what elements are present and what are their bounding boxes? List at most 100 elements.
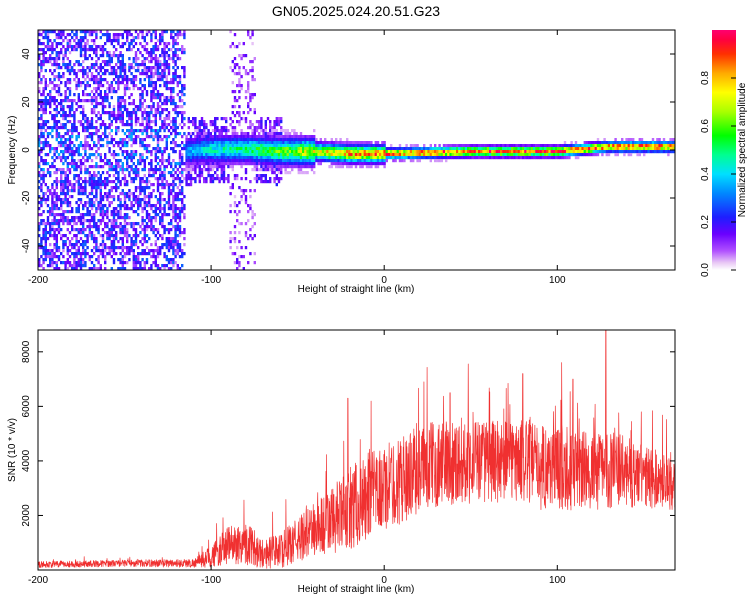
heatmap-cell: [119, 165, 122, 169]
heatmap-cell: [148, 105, 151, 109]
heatmap-cell: [71, 156, 74, 160]
heatmap-cell: [148, 66, 151, 70]
heatmap-cell: [178, 171, 182, 175]
heatmap-cell: [108, 192, 111, 196]
heatmap-cell: [88, 234, 91, 238]
heatmap-cell: [134, 231, 138, 235]
heatmap-cell: [121, 33, 124, 37]
heatmap-cell: [110, 213, 113, 217]
heatmap-cell: [106, 51, 109, 55]
heatmap-cell: [266, 150, 270, 154]
heatmap-cell: [592, 141, 595, 145]
heatmap-cell: [128, 246, 131, 250]
heatmap-cell: [214, 144, 217, 148]
heatmap-cell: [205, 156, 208, 160]
heatmap-cell: [266, 153, 270, 157]
heatmap-cell: [121, 237, 124, 241]
heatmap-cell: [132, 243, 135, 247]
heatmap-cell: [53, 189, 56, 193]
heatmap-cell: [238, 84, 241, 88]
heatmap-cell: [139, 30, 142, 34]
heatmap-cell: [40, 168, 43, 172]
heatmap-cell: [84, 114, 87, 118]
heatmap-cell: [141, 63, 144, 67]
heatmap-cell: [266, 165, 270, 169]
heatmap-cell: [585, 147, 589, 151]
heatmap-cell: [117, 141, 120, 145]
heatmap-cell: [244, 156, 248, 160]
heatmap-cell: [57, 231, 61, 235]
heatmap-cell: [42, 126, 45, 130]
heatmap-cell: [313, 147, 316, 151]
heatmap-cell: [583, 153, 586, 157]
heatmap-cell: [273, 177, 276, 181]
heatmap-cell: [275, 117, 278, 121]
heatmap-cell: [150, 150, 153, 154]
heatmap-cell: [167, 57, 171, 61]
heatmap-cell: [68, 243, 72, 247]
heatmap-cell: [209, 150, 212, 154]
heatmap-cell: [222, 177, 226, 181]
heatmap-cell: [570, 153, 573, 157]
heatmap-cell: [53, 30, 56, 34]
heatmap-cell: [134, 105, 138, 109]
heatmap-cell: [95, 54, 98, 58]
heatmap-cell: [491, 144, 494, 148]
heatmap-cell: [216, 144, 219, 148]
heatmap-cell: [275, 138, 278, 142]
heatmap-cell: [139, 183, 142, 187]
heatmap-cell: [181, 135, 184, 139]
heatmap-cell: [79, 258, 83, 262]
heatmap-cell: [304, 153, 307, 157]
heatmap-cell: [86, 225, 89, 229]
heatmap-cell: [40, 156, 43, 160]
heatmap-cell: [79, 189, 83, 193]
heatmap-cell: [64, 174, 67, 178]
heatmap-cell: [277, 162, 281, 166]
heatmap-cell: [379, 147, 382, 151]
heatmap-cell: [115, 210, 118, 214]
heatmap-cell: [170, 132, 173, 136]
heatmap-cell: [561, 156, 564, 160]
heatmap-cell: [126, 195, 129, 199]
heatmap-cell: [253, 150, 256, 154]
heatmap-cell: [132, 141, 135, 145]
heatmap-cell: [462, 150, 465, 154]
heatmap-cell: [181, 33, 184, 37]
heatmap-cell: [229, 45, 232, 49]
heatmap-cell: [374, 141, 377, 145]
heatmap-cell: [183, 228, 186, 232]
heatmap-cell: [51, 126, 54, 130]
heatmap-cell: [577, 153, 580, 157]
heatmap-cell: [302, 141, 305, 145]
heatmap-cell: [233, 156, 237, 160]
heatmap-cell: [99, 198, 102, 202]
heatmap-cell: [132, 132, 135, 136]
heatmap-cell: [128, 171, 131, 175]
heatmap-cell: [374, 147, 377, 151]
heatmap-cell: [55, 111, 58, 115]
heatmap-cell: [423, 147, 426, 151]
heatmap-cell: [55, 237, 58, 241]
heatmap-cell: [139, 78, 142, 82]
heatmap-cell: [99, 81, 102, 85]
heatmap-cell: [231, 144, 234, 148]
heatmap-cell: [97, 267, 100, 270]
heatmap-cell: [159, 33, 162, 37]
heatmap-cell: [183, 177, 186, 181]
heatmap-cell: [253, 159, 256, 163]
heatmap-cell: [242, 156, 245, 160]
heatmap-cell: [88, 177, 91, 181]
heatmap-cell: [258, 162, 261, 166]
heatmap-cell: [178, 234, 182, 238]
heatmap-cell: [275, 141, 278, 145]
heatmap-cell: [137, 261, 140, 265]
heatmap-cell: [150, 36, 153, 40]
heatmap-cell: [233, 90, 237, 94]
heatmap-cell: [88, 45, 91, 49]
heatmap-cell: [220, 168, 223, 172]
heatmap-cell: [370, 144, 373, 148]
heatmap-cell: [134, 138, 138, 142]
heatmap-cell: [51, 42, 54, 46]
